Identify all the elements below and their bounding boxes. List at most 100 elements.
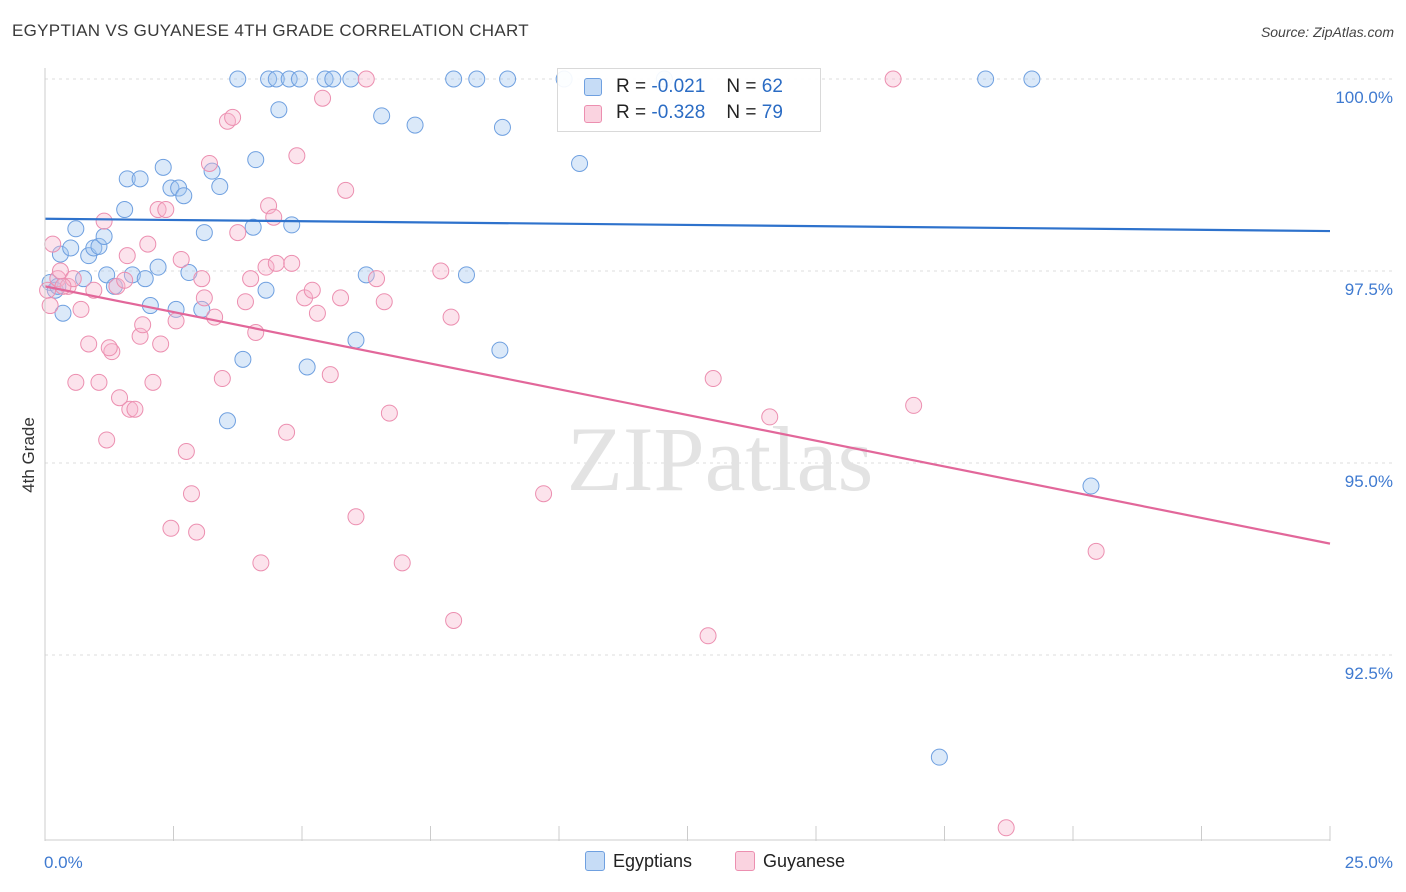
guyanese-point [177, 442, 195, 460]
guyanese-point [72, 300, 90, 318]
guyanese-point [252, 554, 270, 572]
egyptians-point [118, 170, 136, 188]
egyptians-point [290, 70, 308, 88]
guyanese-point [116, 271, 134, 289]
egyptians-point [373, 107, 391, 125]
egyptians-point [347, 331, 365, 349]
egyptians-point [298, 358, 316, 376]
guyanese-point [118, 247, 136, 265]
egyptians-point [499, 70, 517, 88]
y-tick-label: 95.0% [1345, 472, 1393, 491]
guyanese-legend-swatch [735, 851, 755, 871]
guyanese-point [442, 308, 460, 326]
egyptians-r-value: -0.021 [651, 76, 706, 97]
guyanese-point [85, 281, 103, 299]
guyanese-point [236, 293, 254, 311]
guyanese-point [997, 819, 1015, 837]
egyptians-point [149, 258, 167, 276]
guyanese-point [445, 611, 463, 629]
guyanese-point [704, 370, 722, 388]
guyanese-point [393, 554, 411, 572]
egyptians-point [195, 224, 213, 242]
egyptians-point [468, 70, 486, 88]
egyptians-swatch [584, 78, 602, 96]
guyanese-point [535, 485, 553, 503]
egyptians-point [491, 341, 509, 359]
egyptians-point [1023, 70, 1041, 88]
guyanese-point [1087, 542, 1105, 560]
guyanese-point [195, 289, 213, 307]
guyanese-point [41, 297, 59, 315]
guyanese-point [144, 373, 162, 391]
y-tick-label: 97.5% [1345, 280, 1393, 299]
points-layer [39, 70, 1105, 837]
egyptians-point [1082, 477, 1100, 495]
guyanese-point [172, 250, 190, 268]
egyptians-point [445, 70, 463, 88]
egyptians-point [116, 201, 134, 219]
guyanese-point [100, 339, 118, 357]
egyptians-point [131, 170, 149, 188]
n-label: N = [726, 102, 757, 123]
guyanese-point [162, 519, 180, 537]
guyanese-point [321, 366, 339, 384]
guyanese-point [44, 235, 62, 253]
guyanese-point [121, 400, 139, 418]
guyanese-point [314, 89, 332, 107]
egyptians-point [257, 281, 275, 299]
egyptians-point [234, 350, 252, 368]
egyptians-point [406, 116, 424, 134]
egyptians-point [493, 118, 511, 136]
egyptians-point [342, 70, 360, 88]
guyanese-point [347, 508, 365, 526]
egyptians-point [324, 70, 342, 88]
egyptians-point [977, 70, 995, 88]
axis-layer: 0.0% 25.0% 4th Grade [19, 68, 1393, 872]
guyanese-point [288, 147, 306, 165]
guyanese-point [337, 181, 355, 199]
guyanese-point [126, 400, 144, 418]
guyanese-point [134, 316, 152, 334]
guyanese-point [95, 212, 113, 230]
egyptians-point [75, 270, 93, 288]
guyanese-point [67, 373, 85, 391]
guyanese-trend-line [44, 285, 1331, 545]
guyanese-point [242, 270, 260, 288]
egyptians-point [930, 748, 948, 766]
guyanese-point [224, 108, 242, 126]
guyanese-point [357, 70, 375, 88]
legend-egyptians[interactable]: Egyptians [585, 851, 692, 872]
egyptians-point [229, 70, 247, 88]
egyptians-legend-label: Egyptians [613, 851, 693, 871]
guyanese-point [332, 289, 350, 307]
guyanese-point [278, 423, 296, 441]
guyanese-point [884, 70, 902, 88]
stats-legend: R = -0.021 N = 62 R = -0.328 N = 79 [557, 68, 821, 132]
egyptians-point [247, 151, 265, 169]
egyptians-point [62, 239, 80, 257]
guyanese-point [308, 304, 326, 322]
guyanese-point [188, 523, 206, 541]
guyanese-point [432, 262, 450, 280]
guyanese-point [90, 373, 108, 391]
guyanese-point [152, 335, 170, 353]
egyptians-point [280, 70, 298, 88]
guyanese-r-value: -0.328 [651, 102, 706, 123]
guyanese-legend-label: Guyanese [763, 851, 846, 871]
guyanese-point [283, 254, 301, 272]
guyanese-point [167, 312, 185, 330]
r-label: R = [616, 102, 647, 123]
guyanese-point [98, 431, 116, 449]
egyptians-point [283, 216, 301, 234]
egyptians-point [211, 178, 229, 196]
guyanese-point [380, 404, 398, 422]
guyanese-point [905, 396, 923, 414]
egyptians-point [270, 101, 288, 119]
watermark: ZIPatlas [567, 408, 874, 510]
chart-source: Source: ZipAtlas.com [1260, 24, 1394, 40]
egyptians-point [267, 70, 285, 88]
guyanese-point [229, 224, 247, 242]
chart-title: EGYPTIAN VS GUYANESE 4TH GRADE CORRELATI… [12, 21, 529, 40]
legend-guyanese[interactable]: Guyanese [735, 851, 845, 872]
egyptians-point [457, 266, 475, 284]
